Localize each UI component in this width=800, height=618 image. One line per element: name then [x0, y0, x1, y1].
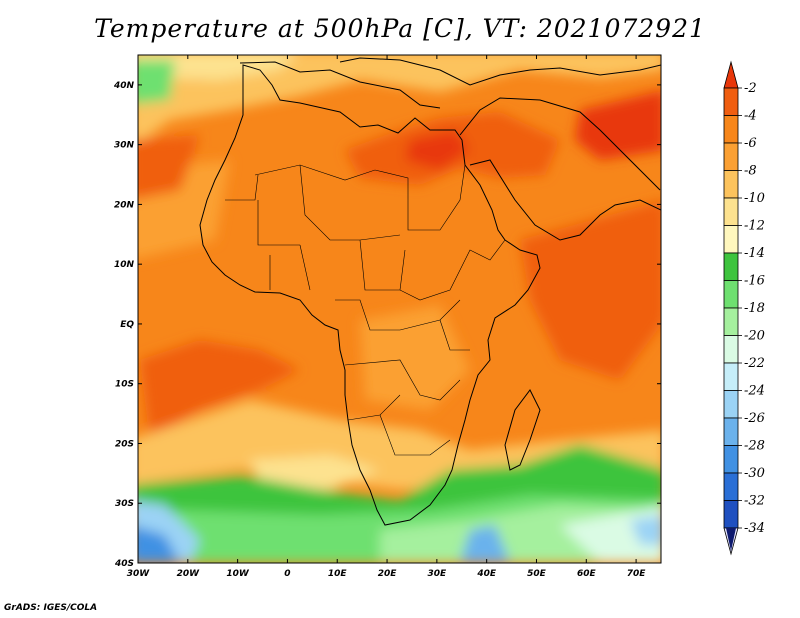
- colorbar-segment: [723, 142, 739, 171]
- colorbar: [723, 60, 739, 556]
- colorbar-segment: [723, 115, 739, 144]
- y-tick-label: 10N: [114, 260, 135, 270]
- x-tick-label: 40E: [476, 569, 497, 579]
- y-tick-label: EQ: [120, 320, 134, 330]
- colorbar-label: -8: [744, 164, 757, 179]
- colorbar-label: -16: [744, 274, 765, 289]
- x-tick-label: 60E: [577, 569, 597, 579]
- coastlines: [199, 57, 661, 526]
- colorbar-label: -18: [744, 301, 765, 316]
- colorbar-label: -32: [744, 494, 765, 509]
- colorbar-segment: [723, 472, 739, 501]
- arabia-northern-coast: [459, 97, 661, 191]
- colorbar-segment: [723, 390, 739, 419]
- x-tick-label: 20E: [378, 569, 398, 579]
- colorbar-segment: [723, 280, 739, 309]
- colorbar-top-triangle: [723, 60, 739, 89]
- map-frame: [137, 54, 662, 564]
- x-tick-label: 0: [284, 569, 290, 579]
- africa-coastline: [199, 64, 541, 526]
- madagascar-coastline: [504, 389, 541, 471]
- x-tick-label: 10W: [226, 569, 250, 579]
- colorbar-segment: [723, 362, 739, 391]
- colorbar-label: -20: [744, 329, 765, 344]
- y-axis-labels: 40N 30N 20N 10N EQ 10S 20S 30S 40S: [113, 81, 135, 569]
- colorbar-label: -14: [744, 246, 765, 261]
- colorbar-segment: [723, 335, 739, 364]
- y-tick-label: 10S: [115, 380, 134, 390]
- x-axis-labels: 30W 20W 10W 0 10E 20E 30E 40E 50E 60E 70E: [127, 569, 647, 579]
- country-borders: [225, 164, 506, 456]
- colorbar-segment: [723, 445, 739, 474]
- colorbar-label: -6: [744, 136, 757, 151]
- colorbar-label: -34: [744, 521, 765, 536]
- colorbar-segment: [723, 197, 739, 226]
- x-tick-label: 30E: [428, 569, 448, 579]
- x-tick-label: 70E: [627, 569, 647, 579]
- colorbar-segment: [723, 500, 739, 529]
- colorbar-label: -4: [744, 109, 757, 124]
- y-tick-label: 40N: [113, 81, 135, 91]
- colorbar-label: -26: [744, 411, 765, 426]
- colorbar-segment: [723, 417, 739, 446]
- axis-ticks: [137, 55, 661, 564]
- colorbar-segment: [723, 225, 739, 254]
- x-tick-label: 50E: [527, 569, 547, 579]
- x-tick-label: 20W: [177, 569, 201, 579]
- map-title: Temperature at 500hPa [C], VT: 202107292…: [94, 14, 706, 43]
- temperature-field: [138, 55, 661, 563]
- y-tick-label: 20S: [115, 439, 134, 449]
- colorbar-label: -10: [744, 191, 765, 206]
- arabia-southern-coast: [469, 159, 661, 241]
- colorbar-label: -2: [744, 81, 757, 96]
- y-tick-label: 30S: [115, 499, 134, 509]
- colorbar-segment: [723, 170, 739, 199]
- europe-asia-coast: [339, 57, 661, 86]
- colorbar-segment: [723, 87, 739, 116]
- colorbar-label: -28: [744, 439, 765, 454]
- colorbar-label: -24: [744, 384, 765, 399]
- colorbar-label: -12: [744, 219, 765, 234]
- grads-credit: GrADS: IGES/COLA: [4, 603, 98, 613]
- colorbar-label: -30: [744, 466, 765, 481]
- colorbar-label: -22: [744, 356, 765, 371]
- mediterranean-north-coast: [239, 61, 441, 109]
- colorbar-labels: -2 -4 -6 -8 -10 -12 -14 -16 -18 -20 -22 -24 -26 -28 -3…: [738, 81, 765, 536]
- colorbar-bottom-fill: [726, 528, 736, 551]
- colorbar-segment: [723, 252, 739, 281]
- y-tick-label: 40S: [114, 559, 134, 569]
- y-tick-label: 20N: [114, 200, 135, 210]
- x-tick-label: 10E: [328, 569, 348, 579]
- colorbar-segment: [723, 307, 739, 336]
- x-tick-label: 30W: [127, 569, 151, 579]
- y-tick-label: 30N: [114, 141, 135, 151]
